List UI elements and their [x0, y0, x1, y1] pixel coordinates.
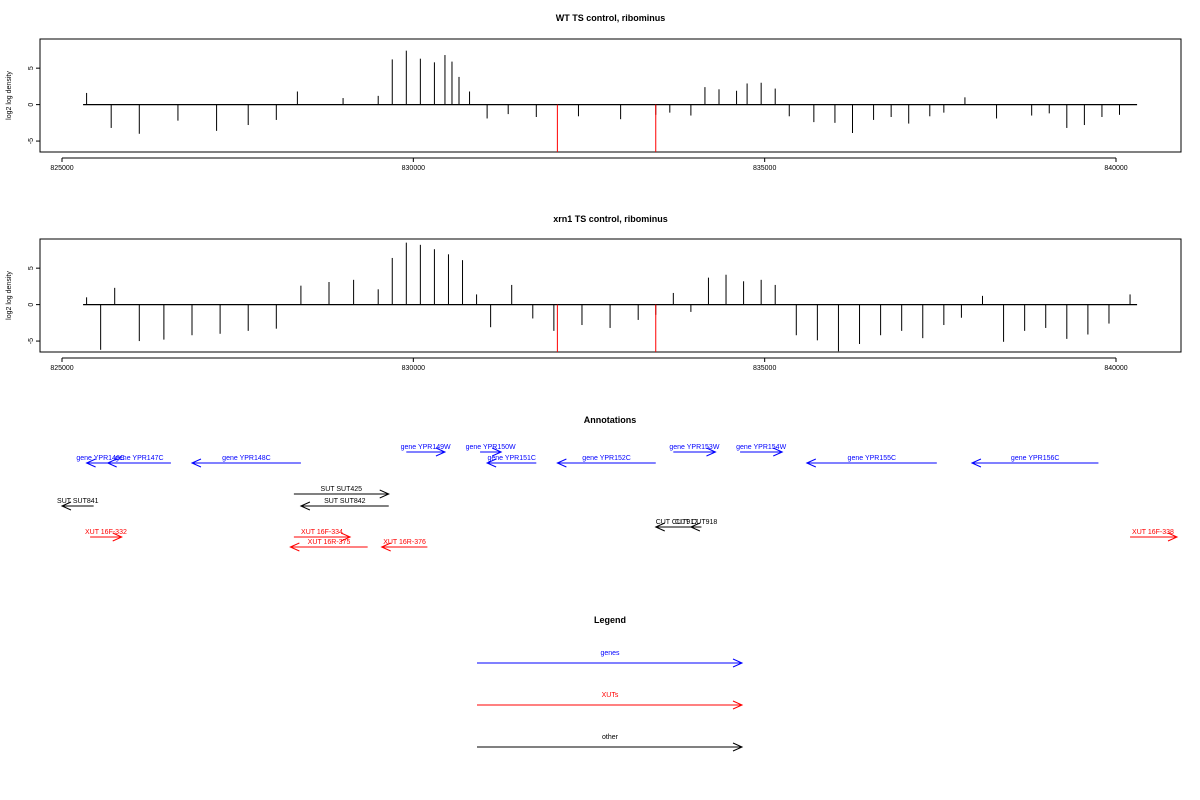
annotation-label: SUT SUT841: [57, 498, 99, 505]
annotation-feature: gene YPR155C: [805, 455, 937, 468]
annotation-label: CUT CUT918: [675, 519, 717, 526]
annotation-feature: gene YPR151C: [485, 455, 537, 468]
annotation-label: gene YPR154W: [736, 444, 786, 451]
annotation-label: CUT CUT917: [656, 519, 698, 526]
x-tick-label: 825000: [50, 365, 73, 372]
annotation-feature: gene YPR156C: [970, 455, 1099, 468]
annotation-feature: CUT CUT918: [675, 519, 717, 532]
arrow-head: [85, 458, 96, 468]
annotation-label: XUT 16F-334: [301, 529, 343, 536]
annotation-feature: XUT 16F-334: [293, 529, 352, 542]
x-tick-label: 825000: [50, 165, 73, 172]
annotation-label: XUT 16R-375: [308, 539, 351, 546]
annotation-feature: SUT SUT841: [57, 498, 99, 511]
x-tick-label: 830000: [402, 365, 425, 372]
legend-label: genes: [600, 650, 620, 657]
annotation-feature: SUT SUT842: [299, 498, 389, 511]
annotation-feature: XUT 16F-338: [1130, 529, 1179, 542]
x-tick-label: 830000: [402, 165, 425, 172]
annotation-label: gene YPR149W: [401, 444, 451, 451]
arrow-head: [379, 489, 390, 499]
arrow-head: [299, 501, 311, 511]
annotation-label: XUT 16F-332: [85, 529, 127, 536]
legend-item: other: [477, 734, 744, 752]
arrow-head: [340, 532, 352, 542]
legend-label: XUTs: [602, 692, 619, 699]
arrow-head: [380, 542, 391, 552]
y-tick-label: 0: [28, 303, 35, 307]
y-tick-label: 5: [28, 266, 35, 270]
arrow-head: [970, 458, 982, 468]
arrow-head: [60, 501, 72, 511]
annotation-feature: XUT 16R-376: [380, 539, 428, 552]
arrow-head: [106, 458, 117, 468]
y-tick-label: 0: [28, 103, 35, 107]
arrow-head: [732, 700, 744, 710]
chart-title: xrn1 TS control, ribominus: [553, 214, 668, 224]
annotations-title: Annotations: [584, 415, 637, 425]
arrow-head: [485, 458, 497, 468]
annotation-label: gene YPR151C: [487, 455, 536, 462]
annotation-label: gene YPR156C: [1011, 455, 1060, 462]
annotation-label: gene YPR152C: [582, 455, 631, 462]
annotation-feature: gene YPR154W: [736, 444, 787, 457]
annotation-feature: XUT 16F-332: [85, 529, 127, 542]
annotation-feature: SUT SUT425: [293, 486, 390, 499]
y-axis-label: log2 log density: [6, 71, 13, 120]
annotation-feature: XUT 16R-375: [289, 539, 368, 552]
annotation-label: gene YPR147C: [115, 455, 164, 462]
legend-item: XUTs: [477, 692, 744, 710]
annotation-label: SUT SUT842: [324, 498, 366, 505]
y-axis-label: log2 log density: [6, 271, 13, 320]
arrow-head: [732, 658, 744, 668]
annotation-label: gene YPR153W: [669, 444, 719, 451]
plot-frame: [39, 38, 1182, 153]
y-tick-label: 5: [28, 66, 35, 70]
annotation-label: gene YPR150W: [466, 444, 516, 451]
annotation-feature: gene YPR148C: [190, 455, 301, 468]
legend-title: Legend: [594, 615, 626, 625]
x-tick-label: 840000: [1104, 165, 1127, 172]
annotation-label: XUT 16R-376: [383, 539, 426, 546]
annotation-feature: gene YPR147C: [106, 455, 171, 468]
arrow-head: [556, 458, 567, 468]
wt-density-panel: WT TS control, ribominus log2 log density…: [6, 13, 1182, 172]
annotation-label: SUT SUT425: [321, 486, 363, 493]
arrow-head: [1167, 532, 1179, 542]
arrow-head: [805, 458, 817, 468]
annotation-label: gene YPR146C: [76, 455, 125, 462]
annotation-feature: gene YPR150W: [466, 444, 516, 457]
y-tick-label: -5: [28, 138, 35, 144]
y-tick-label: -5: [28, 338, 35, 344]
arrow-head: [289, 542, 300, 552]
arrow-head: [706, 447, 717, 457]
annotation-label: XUT 16F-338: [1132, 529, 1174, 536]
arrow-head: [112, 532, 123, 542]
plot-frame: [39, 238, 1182, 353]
arrow-head: [689, 522, 701, 532]
arrow-head: [654, 522, 665, 532]
annotation-feature: gene YPR153W: [669, 444, 720, 457]
arrow-head: [773, 447, 784, 457]
legend-panel: Legend genes XUTs other: [477, 615, 744, 752]
annotation-label: gene YPR148C: [222, 455, 271, 462]
arrow-head: [190, 458, 202, 468]
chart-title: WT TS control, ribominus: [556, 13, 666, 23]
annotation-feature: gene YPR149W: [401, 444, 451, 457]
arrow-head: [491, 447, 503, 457]
arrow-head: [732, 742, 744, 752]
x-tick-label: 840000: [1104, 365, 1127, 372]
xrn1-density-panel: xrn1 TS control, ribominus log2 log densi…: [6, 214, 1182, 372]
arrow-head: [435, 447, 447, 457]
annotation-label: gene YPR155C: [848, 455, 897, 462]
legend-item: genes: [477, 650, 744, 668]
x-tick-label: 835000: [753, 365, 776, 372]
x-tick-label: 835000: [753, 165, 776, 172]
legend-label: other: [602, 734, 619, 741]
annotation-feature: gene YPR152C: [556, 455, 656, 468]
